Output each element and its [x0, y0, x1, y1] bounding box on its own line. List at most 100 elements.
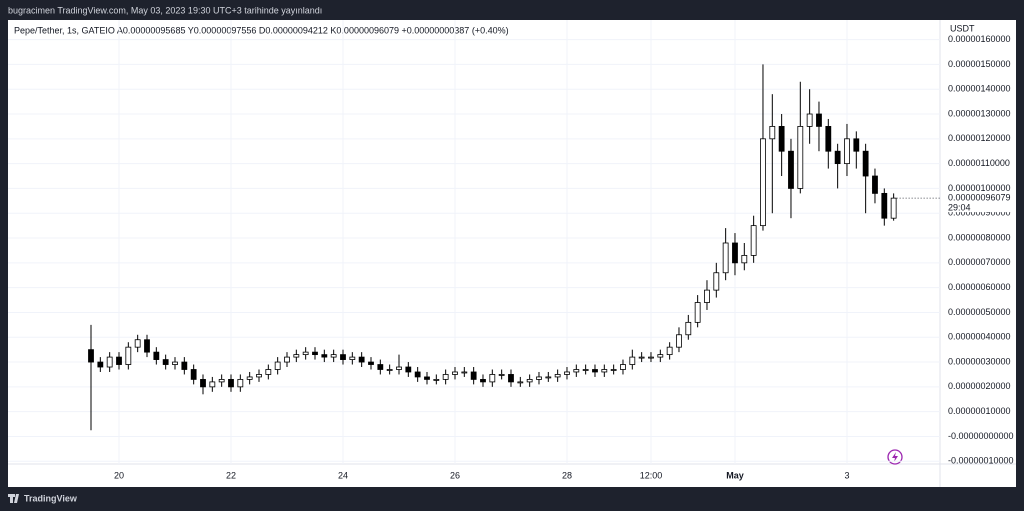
candle-body: [536, 376, 542, 380]
candle-body: [508, 374, 514, 383]
candle-body: [358, 356, 365, 363]
candle-body: [153, 351, 160, 360]
candle-body: [685, 321, 692, 336]
y-tick-label: 0.00000090000: [948, 208, 1011, 218]
candle-body: [396, 366, 402, 370]
candle-body: [834, 150, 841, 165]
candle-body: [228, 379, 234, 388]
y-tick-label: 0.00000120000: [948, 133, 1011, 143]
candle-body: [442, 374, 449, 380]
candle-body: [106, 356, 113, 368]
candle-body: [788, 150, 794, 189]
candle-body: [88, 349, 94, 363]
y-tick-label: 0.00000020000: [948, 381, 1011, 391]
candle-body: [853, 138, 860, 152]
candle-body: [582, 369, 589, 371]
candle-body: [125, 346, 132, 365]
candle-body: [452, 371, 458, 375]
candle-body: [265, 369, 272, 375]
candle-body: [181, 361, 188, 370]
candles: [88, 64, 897, 431]
y-tick-label: 0.00000160000: [948, 34, 1011, 44]
alert-icon: [887, 449, 903, 465]
y-tick-label: 0.00000130000: [948, 108, 1011, 118]
x-tick-label: 20: [114, 470, 124, 480]
candle-body: [620, 364, 626, 370]
x-tick-label: 28: [562, 470, 572, 480]
candle-body: [750, 225, 757, 256]
candle-body: [414, 371, 421, 378]
candle-body: [732, 242, 738, 264]
candle-body: [760, 138, 766, 227]
x-tick-label: 22: [226, 470, 236, 480]
candle-body: [97, 361, 104, 368]
last-price-label: 0.00000096079: [948, 193, 1011, 203]
candle-body: [209, 381, 216, 388]
candle-body: [526, 379, 533, 383]
candle-body: [713, 272, 720, 291]
candle-body: [657, 354, 664, 358]
brand: TradingView: [8, 493, 78, 503]
candle-body: [284, 356, 290, 363]
candle-body: [517, 381, 524, 384]
candle-body: [162, 359, 169, 365]
x-tick-label: 3: [844, 470, 849, 480]
y-tick-label: 0.00000050000: [948, 307, 1011, 317]
candle-body: [890, 197, 897, 219]
candle-body: [816, 113, 822, 127]
y-tick-label: 0.00000070000: [948, 257, 1011, 267]
candle-body: [825, 126, 832, 152]
candle-body: [433, 379, 440, 381]
candle-body: [368, 361, 374, 365]
candle-body: [806, 113, 813, 127]
candle-body: [554, 374, 561, 378]
candle-body: [172, 361, 178, 365]
candle-body: [424, 376, 430, 380]
candle-body: [312, 351, 318, 356]
x-tick-label: 24: [338, 470, 348, 480]
candle-body: [564, 371, 570, 375]
y-tick-label: 0.00000030000: [948, 356, 1011, 366]
y-tick-label: 0.00000080000: [948, 232, 1011, 242]
y-tick-label: 0.00000010000: [948, 406, 1011, 416]
candle-body: [405, 366, 412, 373]
candle-body: [218, 379, 225, 383]
candle-body: [741, 254, 748, 264]
candle-body: [256, 374, 262, 378]
candle-body: [274, 361, 281, 370]
candle-body: [629, 356, 636, 365]
candle-body: [592, 369, 598, 373]
y-tick-label: -0.00000000000: [948, 431, 1014, 441]
candle-body: [321, 354, 328, 358]
candle-body: [797, 126, 804, 189]
y-tick-label: -0.00000010000: [948, 456, 1014, 466]
candle-body: [200, 379, 206, 388]
candle-body: [778, 126, 785, 152]
symbol-legend: Pepe/Tether, 1s, GATEIO A0.00000095685 Y…: [14, 25, 509, 35]
brand-name: TradingView: [24, 493, 78, 503]
candle-body: [573, 369, 580, 373]
last-price-box: [941, 192, 1016, 213]
candle-body: [377, 364, 384, 370]
candle-body: [116, 356, 122, 365]
candle-body: [293, 354, 300, 358]
candle-body: [638, 356, 645, 359]
candle-body: [461, 371, 468, 374]
candle-body: [349, 356, 356, 360]
candle-body: [648, 356, 654, 359]
y-tick-label: 0.00000150000: [948, 59, 1011, 69]
currency-label: USDT: [950, 23, 975, 33]
candle-body: [144, 339, 150, 353]
candle-body: [246, 376, 253, 380]
candle-body: [601, 369, 608, 373]
candle-body: [844, 138, 850, 165]
grid: [8, 20, 940, 464]
x-tick-label: May: [726, 470, 744, 480]
x-tick-label: 12:00: [640, 470, 663, 480]
candle-body: [190, 369, 197, 380]
candle-body: [769, 126, 776, 140]
countdown: 29:04: [948, 203, 971, 213]
y-tick-label: 0.00000060000: [948, 282, 1011, 292]
candle-body: [881, 192, 888, 219]
